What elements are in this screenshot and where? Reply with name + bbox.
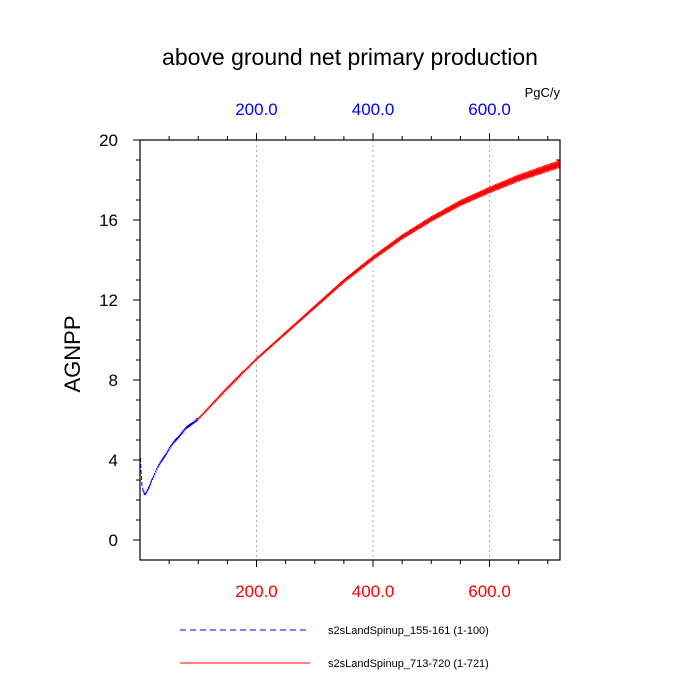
series-layer — [140, 160, 561, 496]
y-tick-label: 4 — [109, 451, 118, 470]
plot-frame — [139, 139, 561, 561]
series-line-blue — [140, 417, 199, 496]
x-tick-label-bottom: 400.0 — [352, 582, 395, 601]
units-label: PgC/y — [525, 85, 561, 100]
axes-layer: 0 4 8 12 16 20 200.0 400.0 600.0 200.0 400.0 600.0 — [99, 100, 560, 601]
x-tick-label-top: 200.0 — [235, 100, 278, 119]
series-line-red — [197, 160, 561, 420]
legend-label-1: s2sLandSpinup_713-720 (1-721) — [328, 658, 489, 670]
x-tick-label-top: 400.0 — [352, 100, 395, 119]
legend: s2sLandSpinup_155-161 (1-100) s2sLandSpin… — [180, 625, 489, 670]
y-tick-label: 8 — [109, 371, 118, 390]
y-axis-label: AGNPP — [60, 315, 85, 392]
legend-label-0: s2sLandSpinup_155-161 (1-100) — [328, 625, 489, 637]
x-tick-label-top: 600.0 — [468, 100, 511, 119]
y-tick-label: 12 — [99, 291, 118, 310]
gridlines — [256, 140, 491, 560]
x-tick-label-bottom: 600.0 — [468, 582, 511, 601]
y-tick-label: 16 — [99, 211, 118, 230]
y-tick-label: 20 — [99, 131, 118, 150]
x-tick-label-bottom: 200.0 — [235, 582, 278, 601]
chart-title: above ground net primary production — [162, 44, 538, 70]
y-tick-label: 0 — [109, 531, 118, 550]
